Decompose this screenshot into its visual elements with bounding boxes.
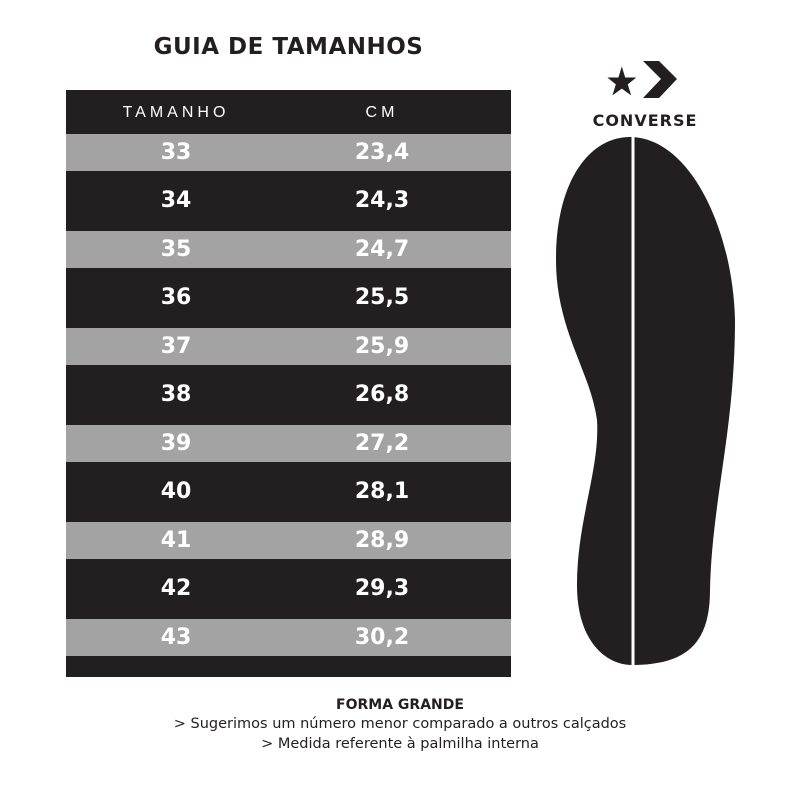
insole-shape — [556, 137, 735, 665]
size-cell: 40 — [160, 479, 192, 504]
size-cell: 38 — [160, 382, 192, 407]
cm-cell: 26,8 — [354, 382, 410, 407]
table-row: 35 24,7 — [66, 231, 511, 268]
header-size: TAMANHO — [122, 104, 230, 121]
cm-cell: 29,3 — [354, 576, 410, 601]
table-row: 42 29,3 — [66, 559, 511, 619]
table-row: 41 28,9 — [66, 522, 511, 559]
size-table: TAMANHO CM 33 23,4 34 24,3 35 24,7 36 25,5 37 25,… — [66, 90, 511, 677]
size-cell: 37 — [160, 334, 192, 359]
page-title: GUIA DE TAMANHOS — [153, 34, 424, 60]
header-cm: CM — [365, 104, 399, 121]
table-row: 38 26,8 — [66, 365, 511, 425]
table-row: 40 28,1 — [66, 462, 511, 522]
cm-cell: 28,1 — [354, 479, 410, 504]
size-cell: 43 — [160, 625, 192, 650]
cm-cell: 25,5 — [354, 285, 410, 310]
cm-cell: 24,7 — [354, 237, 410, 262]
converse-logo-icon — [607, 61, 677, 98]
size-cell: 41 — [160, 528, 192, 553]
table-row: 37 25,9 — [66, 328, 511, 365]
cm-cell: 28,9 — [354, 528, 410, 553]
table-row: 33 23,4 — [66, 134, 511, 171]
cm-cell: 24,3 — [354, 188, 410, 213]
star-icon — [607, 66, 637, 96]
table-row: 34 24,3 — [66, 171, 511, 231]
table-row: 39 27,2 — [66, 425, 511, 462]
cm-cell: 25,9 — [354, 334, 410, 359]
cm-cell: 27,2 — [354, 431, 410, 456]
cm-cell: 30,2 — [354, 625, 410, 650]
chevron-icon — [643, 61, 677, 98]
size-cell: 33 — [160, 140, 192, 165]
footer-note-2: > Medida referente à palmilha interna — [261, 736, 539, 752]
footer-note-1: > Sugerimos um número menor comparado a … — [173, 716, 627, 732]
size-cell: 35 — [160, 237, 192, 262]
size-cell: 39 — [160, 431, 192, 456]
size-cell: 36 — [160, 285, 192, 310]
size-cell: 34 — [160, 188, 192, 213]
footer-heading: FORMA GRANDE — [336, 697, 464, 713]
size-cell: 42 — [160, 576, 192, 601]
cm-cell: 23,4 — [354, 140, 410, 165]
table-row: 36 25,5 — [66, 268, 511, 328]
table-row: 43 30,2 — [66, 619, 511, 656]
brand-name: CONVERSE — [592, 111, 698, 130]
